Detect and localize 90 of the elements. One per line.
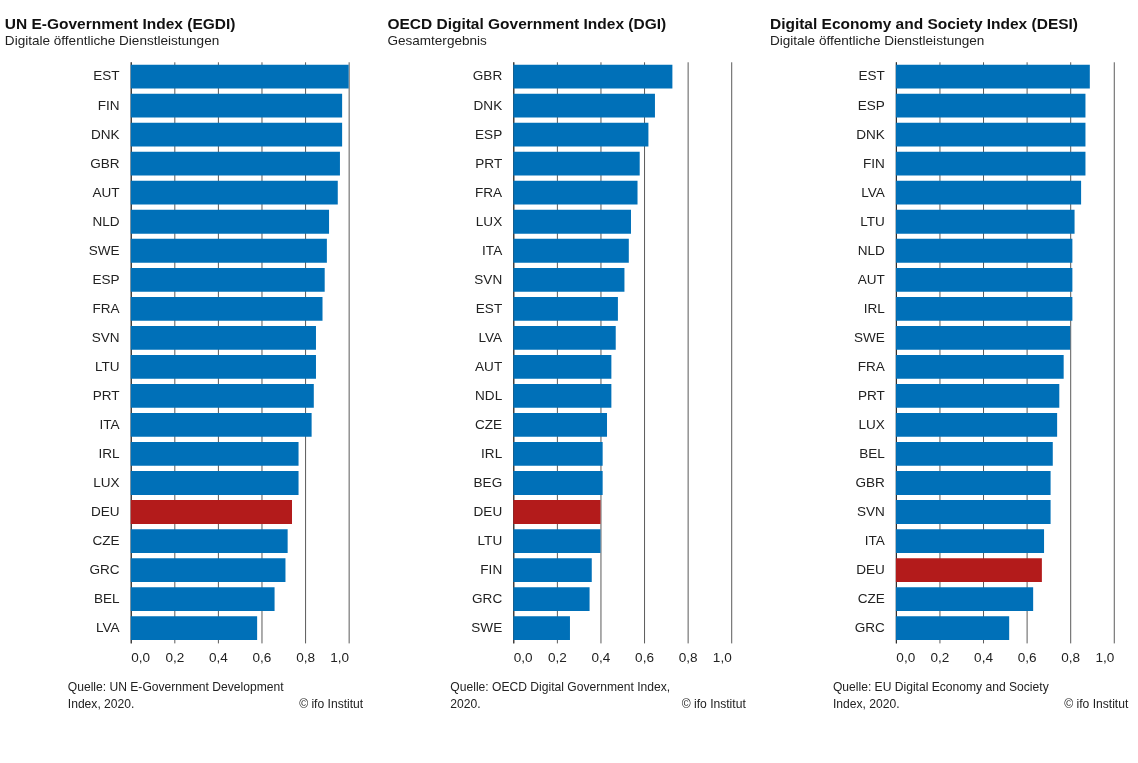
y-tick-label: EST [93,68,120,84]
y-tick-label: FIN [97,97,120,113]
y-tick-label: PRT [857,387,885,403]
y-tick-label: FIN [862,155,885,171]
y-tick-label: LUX [475,213,503,229]
x-tick-label: 0,4 [208,649,229,665]
y-tick-label: DNK [856,126,885,142]
y-tick-label: ITA [99,416,121,432]
chart-subtitle: Gesamtergebnis [387,33,488,49]
y-tick-label: ITA [482,242,504,258]
y-tick-label: BEL [859,445,886,461]
source-note: Quelle: OECD Digital Government Index, 2020. [450,680,671,711]
y-tick-label: FRA [857,358,886,374]
y-tick-label: ESP [857,97,885,113]
chart-subtitle: Digitale öffentliche Dienstleistungen [769,33,985,49]
y-tick-label: GBR [855,474,885,490]
y-tick-label: GRC [472,590,503,606]
x-tick-label: 0,6 [635,649,654,665]
text: © ifo Institut [299,696,364,711]
y-tick-label: NLD [92,213,120,229]
y-tick-label: EST [475,300,503,316]
y-tick-label: NLD [857,242,885,258]
x-tick-label: 0,6 [1017,649,1037,665]
y-tick-label: GBR [472,68,503,84]
y-tick-label: SWE [88,242,120,258]
y-tick-label: ITA [864,532,886,548]
chart-title: UN E-Government Index (EGDI) [4,14,236,32]
y-tick-label: PRT [92,387,120,403]
source-note: Quelle: UN E-Government Development Index, 2020. [67,680,285,711]
y-tick-label: SVN [474,271,503,287]
x-tick-label: 0,8 [678,649,698,665]
x-tick-label: 1,0 [330,649,350,665]
y-tick-label: LUX [93,474,120,490]
y-tick-label: SVN [91,329,120,345]
y-tick-label: LTU [860,213,885,229]
y-tick-label: BEL [94,590,121,606]
text: © ifo Institut [1064,696,1129,711]
y-tick-label: IRL [481,445,503,461]
y-tick-label: LTU [477,532,503,548]
y-tick-label: SVN [856,503,885,519]
y-tick-label: AUT [857,271,885,287]
y-tick-label: GRC [854,619,885,635]
y-tick-label: ESP [92,271,120,287]
y-tick-label: BEG [473,474,503,490]
x-tick-label: 0,6 [252,649,272,665]
chart-title: Digital Economy and Society Index (DESI) [769,14,1078,32]
x-tick-label: 0,8 [296,649,315,665]
y-tick-label: DEU [473,503,503,519]
x-tick-label: 0,0 [513,649,533,665]
y-tick-label: SWE [853,329,885,345]
y-tick-label: EST [858,68,885,84]
x-tick-label: 0,4 [591,649,611,665]
y-tick-label: FIN [480,561,503,577]
y-tick-label: AUT [475,358,503,374]
y-tick-label: GRC [89,561,120,577]
x-tick-label: 1,0 [712,649,732,665]
y-tick-label: AUT [92,184,120,200]
x-tick-label: 0,4 [974,649,994,665]
chart-title: OECD Digital Government Index (DGI) [387,14,667,32]
y-tick-label: CZE [92,532,120,548]
x-tick-label: 0,2 [930,649,950,665]
text: © ifo Institut [681,696,747,711]
x-tick-label: 0,2 [165,649,185,665]
y-tick-label: DNK [473,97,503,113]
y-tick-label: NDL [475,387,503,403]
x-tick-label: 0,0 [896,649,916,665]
y-tick-label: CZE [475,416,503,432]
y-tick-label: GBR [90,155,120,171]
y-tick-label: LTU [95,358,120,374]
x-tick-label: 0,0 [131,649,151,665]
y-tick-label: PRT [475,155,503,171]
y-tick-label: FRA [475,184,504,200]
x-tick-label: 0,8 [1061,649,1081,665]
y-tick-label: LVA [478,329,504,345]
y-tick-label: DEU [91,503,120,519]
y-tick-label: FRA [92,300,121,316]
y-tick-label: CZE [857,590,885,606]
y-tick-label: DEU [856,561,885,577]
y-tick-label: LVA [861,184,886,200]
x-tick-label: 0,2 [547,649,567,665]
chart-subtitle: Digitale öffentliche Dienstleistungen [4,33,220,49]
y-tick-label: LVA [96,619,121,635]
x-tick-label: 1,0 [1095,649,1115,665]
y-tick-label: IRL [98,445,121,461]
y-tick-label: SWE [471,619,503,635]
y-tick-label: ESP [475,126,503,142]
y-tick-label: LUX [858,416,885,432]
y-tick-label: IRL [863,300,886,316]
y-tick-label: DNK [91,126,120,142]
source-note: Quelle: EU Digital Economy and Society Index, 2020. [832,680,1050,711]
